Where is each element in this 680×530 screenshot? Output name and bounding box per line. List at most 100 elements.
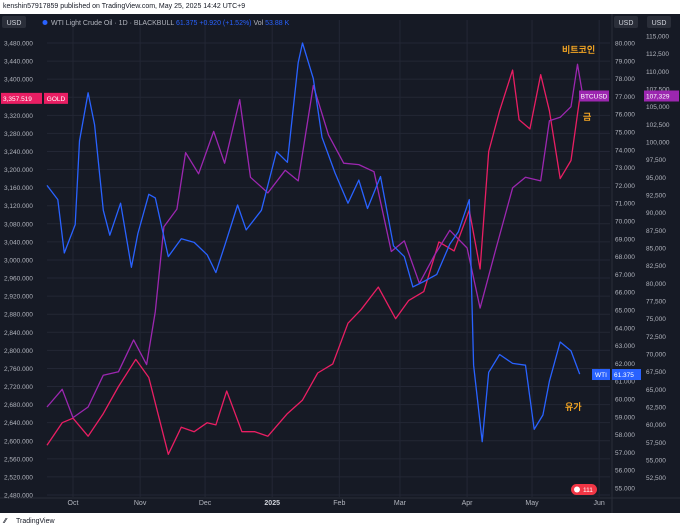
publish-caption-bar: kenshin57917859 published on TradingView… (0, 0, 680, 14)
mid-axis-tick-label: 63.000 (615, 343, 635, 350)
right-axis-tick-label: 55,000 (646, 458, 666, 465)
series-wti (46, 42, 581, 443)
time-axis-tick-label: Feb (333, 500, 345, 507)
mid-axis-tick-label: 79.000 (615, 58, 635, 65)
event-marker-flag-icon (574, 486, 580, 493)
legend: WTI Light Crude Oil · 1D · BLACKBULL 61.… (42, 20, 290, 27)
left-axis-tick-label: 2,720.000 (4, 384, 33, 391)
right-axis-tick-label: 75,000 (646, 316, 666, 323)
mid-axis-tick-label: 62.000 (615, 361, 635, 368)
left-axis-tick-label: 2,520.000 (4, 474, 33, 481)
right-axis-tick-label: 110,000 (646, 69, 669, 76)
right-axis-tick-label: 107,500 (646, 87, 670, 94)
event-marker-label: 111 (583, 487, 593, 494)
left-axis-tick-label: 3,000.000 (4, 257, 33, 264)
right-axis-unit-box (647, 16, 671, 28)
time-axis-tick-label: May (525, 500, 539, 507)
mid-axis-tick-label: 72.000 (615, 183, 635, 190)
mid-axis-tick-label: 80.000 (615, 41, 635, 48)
mid-axis-tick-label: 61.000 (615, 379, 635, 386)
right-axis-tick-label: 97,500 (646, 157, 666, 164)
left-axis-tick-label: 3,160.000 (4, 185, 33, 192)
right-axis-tick-label: 82,500 (646, 263, 666, 270)
left-axis-tick-label: 3,280.000 (4, 131, 33, 138)
tradingview-logo-icon: ⁄⁄ (4, 518, 7, 525)
left-axis-tick-label: 3,440.000 (4, 59, 33, 66)
left-axis-tick-label: 2,760.000 (4, 366, 33, 373)
time-axis-tick-label: 2025 (264, 500, 280, 507)
right-axis-tick-label: 87,500 (646, 228, 666, 235)
mid-axis-tick-label: 76.000 (615, 112, 635, 119)
left-axis-tick-label: 2,920.000 (4, 294, 33, 301)
footer-bar: ⁄⁄ TradingView (0, 513, 680, 530)
series-btcusd (46, 63, 583, 419)
left-axis-tick-label: 2,800.000 (4, 348, 33, 355)
mid-axis-unit-box (614, 16, 638, 28)
mid-axis-tick-label: 60.000 (615, 397, 635, 404)
right-axis-tick-label: 60,000 (646, 422, 666, 429)
left-axis-tick-label: 2,640.000 (4, 420, 33, 427)
right-axis-tick-label: 62,500 (646, 405, 666, 412)
time-axis-tick-label: Apr (462, 500, 474, 507)
gold-name-badge (44, 92, 68, 104)
time-axis-tick-label: Jun (594, 500, 605, 507)
right-axis-tick-label: 72,500 (646, 334, 666, 341)
right-axis-tick-label: 105,000 (646, 104, 670, 111)
time-axis: Oct Nov Dec 2025 Feb Mar Apr May Jun (68, 500, 605, 507)
right-axis-tick-label: 90,000 (646, 210, 666, 217)
mid-axis-tick-label: 66.000 (615, 290, 635, 297)
mid-axis-tick-label: 56.000 (615, 468, 635, 475)
mid-axis-tick-label: 74.000 (615, 147, 635, 154)
mid-axis-tick-label: 65.000 (615, 308, 635, 315)
series-line-wti (46, 42, 581, 443)
right-axis-tick-label: 70,000 (646, 352, 666, 359)
mid-axis-tick-label: 69.000 (615, 236, 635, 243)
annotation-bitcoin: 비트코인 (562, 44, 595, 55)
gold-name-label: GOLD (47, 96, 66, 103)
left-axis-tick-label: 2,480.000 (4, 493, 33, 500)
right-axis-tick-label: 95,000 (646, 175, 666, 182)
left-axis-tick-label: 3,240.000 (4, 149, 33, 156)
right-axis-tick-label: 67,500 (646, 369, 666, 376)
right-axis-tick-label: 85,000 (646, 246, 666, 253)
btc-price-badge (644, 90, 679, 102)
mid-axis-tick-label: 75.000 (615, 130, 635, 137)
right-axis-tick-label: 112,500 (646, 51, 669, 58)
footer-brand: TradingView (16, 518, 55, 525)
left-axis-tick-label: 2,840.000 (4, 330, 33, 337)
right-axis-tick-label: 102,500 (646, 122, 670, 129)
wti-price-value: 61.375 (614, 372, 634, 379)
mid-axis-tick-label: 59.000 (615, 414, 635, 421)
right-axis-tick-label: 115,000 (646, 34, 669, 41)
mid-axis-tick-label: 57.000 (615, 450, 635, 457)
right-axis-tick-label: 92,500 (646, 193, 666, 200)
left-axis-tick-label: 2,560.000 (4, 456, 33, 463)
series-line-btcusd (46, 63, 583, 419)
wti-name-label: WTI (595, 372, 607, 379)
mid-axis-tick-label: 58.000 (615, 432, 635, 439)
left-axis-tick-label: 3,320.000 (4, 113, 33, 120)
legend-text: WTI Light Crude Oil · 1D · BLACKBULL 61.… (51, 20, 290, 27)
mid-axis-unit: USD (619, 20, 634, 27)
legend-dot-icon (42, 20, 48, 25)
mid-axis-tick-label: 67.000 (615, 272, 635, 279)
right-axis-tick-label: 100,000 (646, 140, 670, 147)
mid-axis-tick-label: 73.000 (615, 165, 635, 172)
right-axis-tick-label: 80,000 (646, 281, 666, 288)
right-axis-unit: USD (652, 20, 667, 27)
mid-axis-tick-label: 55.000 (615, 486, 635, 493)
annotation-gold: 금 (583, 112, 592, 122)
mid-axis-tick-label: 78.000 (615, 76, 635, 83)
left-axis-tick-label: 3,400.000 (4, 77, 33, 84)
btc-price-value: 107,329 (646, 94, 670, 101)
mid-axis-tick-label: 77.000 (615, 94, 635, 101)
right-axis-tick-label: 65,000 (646, 387, 666, 394)
wti-name-badge (592, 369, 610, 381)
left-axis-tick-label: 2,680.000 (4, 402, 33, 409)
left-axis-tick-label: 2,960.000 (4, 276, 33, 283)
right-axis-tick-label: 57,500 (646, 440, 666, 447)
grid-lines (47, 20, 610, 497)
mid-axis: 80.000 79.000 78.000 77.000 76.000 75.000 74.0… (615, 41, 635, 493)
chart-canvas[interactable]: USDUSDUSD3,480.0003,440.0003,400.0003,36… (0, 0, 680, 516)
series-gold (46, 69, 581, 455)
